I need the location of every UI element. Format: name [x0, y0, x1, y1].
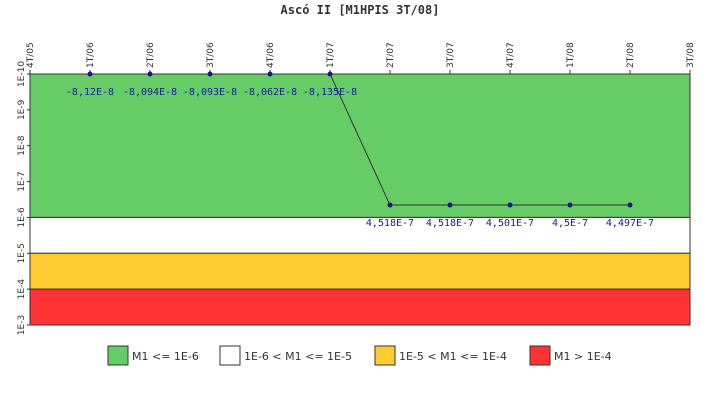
data-point: [87, 71, 93, 77]
data-point: [447, 202, 453, 208]
band-0: [29, 73, 691, 218]
data-label: -8,094E-8: [123, 87, 177, 98]
legend-swatch: [374, 345, 396, 366]
x-tick-label: 1T/06: [86, 42, 96, 68]
x-tick-label: 4T/05: [26, 42, 36, 68]
legend-swatch: [107, 345, 129, 366]
y-tick-label: 1E-4: [17, 279, 27, 300]
data-point: [507, 202, 513, 208]
x-tick-label: 2T/06: [146, 42, 156, 68]
x-tick-label: 3T/06: [206, 42, 216, 68]
y-tick-label: 1E-9: [17, 99, 27, 120]
data-label: -8,062E-8: [243, 87, 297, 98]
data-label: 4,501E-7: [486, 218, 534, 229]
legend-label: M1 <= 1E-6: [132, 350, 199, 363]
series-line: [90, 73, 631, 206]
data-point: [147, 71, 153, 77]
x-axis: 4T/05 1T/06 2T/06 3T/06 4T/06 1T/07 2T/07 3T/07…: [26, 42, 696, 74]
data-point: [267, 71, 273, 77]
legend-label: 1E-6 < M1 <= 1E-5: [244, 350, 352, 363]
data-point: [327, 71, 333, 77]
legend: M1 <= 1E-6 1E-6 < M1 <= 1E-5 1E-5 < M1 <= …: [107, 345, 612, 366]
x-tick-label: 2T/08: [626, 42, 636, 68]
y-tick-label: 1E-5: [17, 243, 27, 263]
band-1: [29, 216, 691, 254]
data-point: [627, 202, 633, 208]
x-tick-label: 2T/07: [386, 42, 396, 68]
band-2: [29, 252, 691, 290]
data-label: -8,135E-8: [303, 87, 357, 98]
y-tick-label: 1E-7: [17, 171, 27, 191]
x-tick-label: 3T/08: [686, 42, 696, 68]
y-tick-label: 1E-10: [17, 61, 27, 87]
y-axis: 1E-10 1E-9 1E-8 1E-7 1E-6 1E-5 1E-4 1E-3: [17, 61, 30, 335]
risk-bands: [29, 73, 691, 326]
data-point: [387, 202, 393, 208]
legend-swatch: [529, 345, 551, 366]
data-point: [207, 71, 213, 77]
y-tick-label: 1E-6: [17, 207, 27, 228]
x-tick-label: 1T/08: [566, 42, 576, 68]
data-label: 4,5E-7: [552, 218, 588, 229]
x-tick-label: 4T/07: [506, 42, 516, 68]
chart-title: Ascó II [M1HPIS 3T/08]: [281, 3, 440, 17]
legend-label: M1 > 1E-4: [554, 350, 612, 363]
data-point: [567, 202, 573, 208]
data-series: -8,12E-8 -8,094E-8 -8,093E-8 -8,062E-8 -8,13…: [66, 71, 654, 229]
data-label: 4,497E-7: [606, 218, 654, 229]
y-tick-label: 1E-3: [17, 315, 27, 335]
data-label: -8,093E-8: [183, 87, 237, 98]
y-tick-label: 1E-8: [17, 135, 27, 156]
x-tick-label: 4T/06: [266, 42, 276, 68]
x-tick-label: 3T/07: [446, 42, 456, 68]
x-tick-label: 1T/07: [326, 42, 336, 68]
band-3: [29, 288, 691, 326]
data-label: 4,518E-7: [426, 218, 474, 229]
data-label: 4,518E-7: [366, 218, 414, 229]
legend-swatch: [219, 345, 241, 366]
legend-label: 1E-5 < M1 <= 1E-4: [399, 350, 507, 363]
data-label: -8,12E-8: [66, 87, 114, 98]
